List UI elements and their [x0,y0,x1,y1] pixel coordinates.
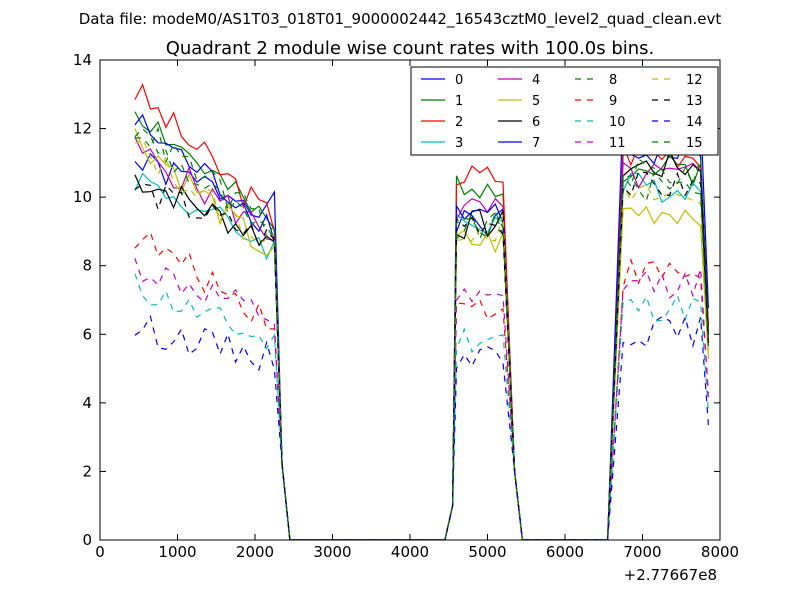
x-tick-label: 8000 [701,543,739,561]
ticks-layer: 0 1000 2000 3000 4000 5000 6000 7000 80000246810… [73,51,739,561]
series-line-9 [134,231,709,540]
y-tick-label: 2 [82,462,92,480]
legend-label: 9 [609,94,617,109]
y-tick-label: 0 [82,531,92,549]
legend-entry-14: 14 [652,115,703,130]
series-line-8 [134,127,709,540]
y-tick-label: 14 [73,51,92,69]
x-tick-label: 1000 [158,543,196,561]
x-axis-offset-label: +2.77667e8 [624,566,717,584]
legend-label: 4 [532,73,540,88]
legend-label: 2 [455,115,463,130]
x-tick-label: 6000 [546,543,584,561]
legend-entry-7: 7 [498,136,540,151]
x-tick-label: 0 [95,543,105,561]
y-tick-label: 4 [82,394,92,412]
legend-entry-3: 3 [421,136,463,151]
legend-label: 7 [532,136,540,151]
legend-entry-4: 4 [498,73,540,88]
legend-label: 13 [686,94,703,109]
x-tick-label: 4000 [391,543,429,561]
legend-label: 14 [686,115,703,130]
legend-label: 0 [455,73,463,88]
chart-title: Quadrant 2 module wise count rates with … [166,38,655,59]
series-line-15 [134,126,709,540]
x-tick-label: 2000 [236,543,274,561]
series-line-11 [134,258,709,540]
series-layer [134,83,709,540]
series-line-13 [134,171,709,540]
x-tick-label: 3000 [313,543,351,561]
legend-label: 6 [532,115,540,130]
y-tick-label: 12 [73,120,92,138]
legend-label: 15 [686,136,703,151]
x-tick-label: 5000 [468,543,506,561]
legend-entry-0: 0 [421,73,463,88]
legend-entry-1: 1 [421,94,463,109]
legend-label: 11 [609,136,626,151]
legend-label: 12 [686,73,703,88]
legend-box [410,66,719,156]
figure-suptitle: Data file: modeM0/AS1T03_018T01_90000024… [79,10,722,29]
legend-entry-5: 5 [498,94,540,109]
series-line-14 [134,314,709,540]
legend-label: 5 [532,94,540,109]
legend-entry-2: 2 [421,115,463,130]
y-tick-label: 10 [73,188,92,206]
legend-label: 3 [455,136,463,151]
y-tick-label: 8 [82,257,92,275]
legend-entry-12: 12 [652,73,703,88]
x-tick-label: 7000 [623,543,661,561]
legend-entry-10: 10 [575,115,626,130]
legend-entry-13: 13 [652,94,703,109]
series-line-12 [134,138,709,540]
legend-entry-15: 15 [652,136,703,151]
legend-entry-11: 11 [575,136,626,151]
legend-entry-8: 8 [575,73,617,88]
plot-frame [99,59,721,541]
legend-label: 1 [455,94,463,109]
legend-entry-6: 6 [498,115,540,130]
legend-label: 10 [609,115,626,130]
legend-label: 8 [609,73,617,88]
y-tick-label: 6 [82,325,92,343]
legend-entry-9: 9 [575,94,617,109]
